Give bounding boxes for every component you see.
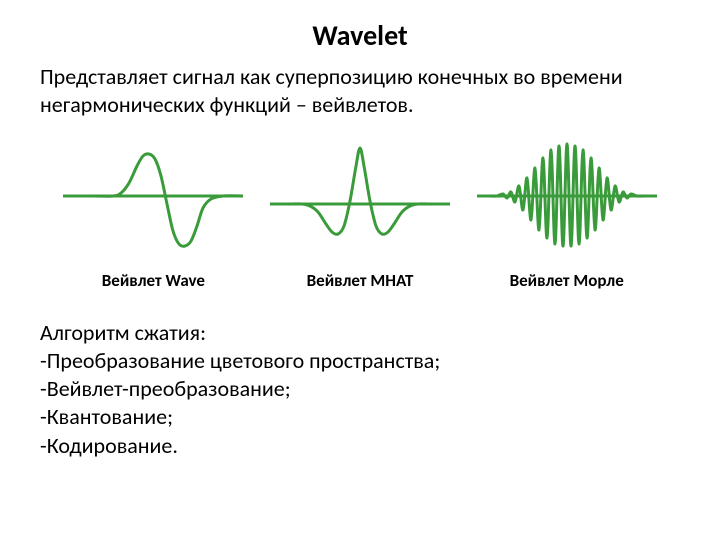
algorithm-item: -Кодирование. [40, 432, 680, 460]
page-title: Wavelet [40, 18, 680, 53]
wavelet-morlet-label: Вейвлет Морле [510, 270, 624, 291]
wavelets-row: Вейвлет Wave Вейвлет MHAT Вейвлет Морле [50, 136, 670, 291]
algorithm-heading: Алгоритм сжатия: [40, 319, 680, 347]
algorithm-item: -Преобразование цветового пространства; [40, 347, 680, 375]
wavelet-mhat-svg [270, 136, 450, 256]
subtitle-text: Представляет сигнал как суперпозицию кон… [40, 63, 680, 118]
wavelet-wave-svg [63, 136, 243, 256]
algorithm-item: -Квантование; [40, 403, 680, 431]
algorithm-block: Алгоритм сжатия: -Преобразование цветово… [40, 319, 680, 460]
wavelet-mhat: Вейвлет MHAT [257, 136, 464, 291]
algorithm-item: -Вейвлет-преобразование; [40, 375, 680, 403]
wavelet-mhat-label: Вейвлет MHAT [307, 270, 414, 291]
wavelet-wave-label: Вейвлет Wave [102, 270, 205, 291]
wavelet-morlet: Вейвлет Морле [463, 136, 670, 291]
wavelet-morlet-svg [477, 136, 657, 256]
wavelet-wave: Вейвлет Wave [50, 136, 257, 291]
